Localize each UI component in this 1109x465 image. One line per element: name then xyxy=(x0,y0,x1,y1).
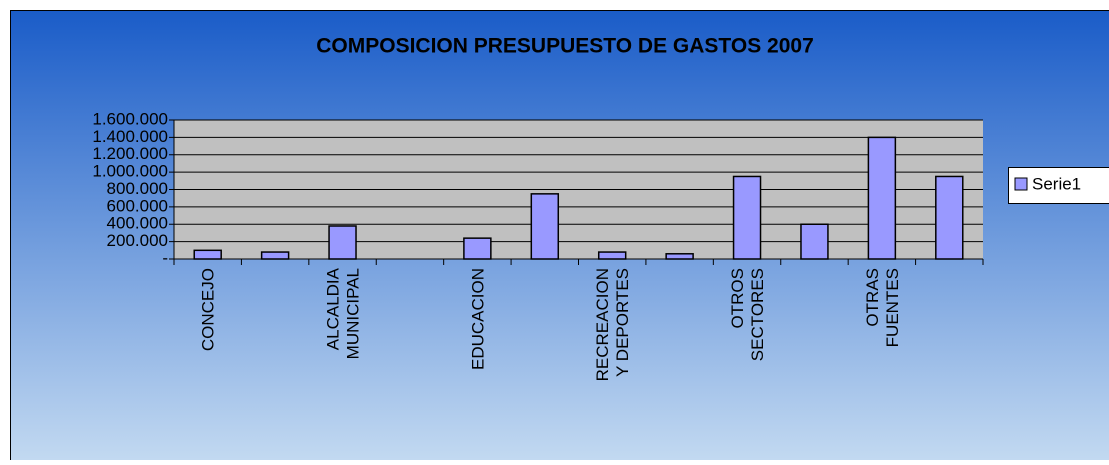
bar xyxy=(599,252,626,259)
x-tick-label: RECREACIONY DEPORTES xyxy=(594,268,633,381)
bar xyxy=(666,254,693,259)
chart-title: COMPOSICION PRESUPUESTO DE GASTOS 2007 xyxy=(316,35,814,58)
y-tick-label: 1.000.000 xyxy=(92,162,168,181)
bar xyxy=(194,250,221,259)
y-tick-label: 400.000 xyxy=(107,214,168,233)
bar xyxy=(936,176,963,259)
x-tick-label: ALCALDIAMUNICIPAL xyxy=(324,267,363,359)
bar xyxy=(329,226,356,259)
bar xyxy=(801,224,828,259)
x-tick-label: EDUCACION xyxy=(469,268,488,370)
bar xyxy=(868,137,895,259)
bar xyxy=(734,176,761,259)
x-tick-label: CONCEJO xyxy=(199,268,218,351)
legend-label: Serie1 xyxy=(1032,174,1081,193)
bar xyxy=(531,194,558,259)
y-tick-label: 800.000 xyxy=(107,179,168,198)
y-tick-label: 1.600.000 xyxy=(92,109,168,128)
y-tick-label: 200.000 xyxy=(107,231,168,250)
y-tick-label: - xyxy=(162,248,168,267)
bar xyxy=(464,238,491,259)
y-tick-label: 1.400.000 xyxy=(92,127,168,146)
bar xyxy=(262,252,289,259)
y-tick-label: 1.200.000 xyxy=(92,144,168,163)
legend-swatch xyxy=(1015,178,1027,190)
y-tick-label: 600.000 xyxy=(107,196,168,215)
